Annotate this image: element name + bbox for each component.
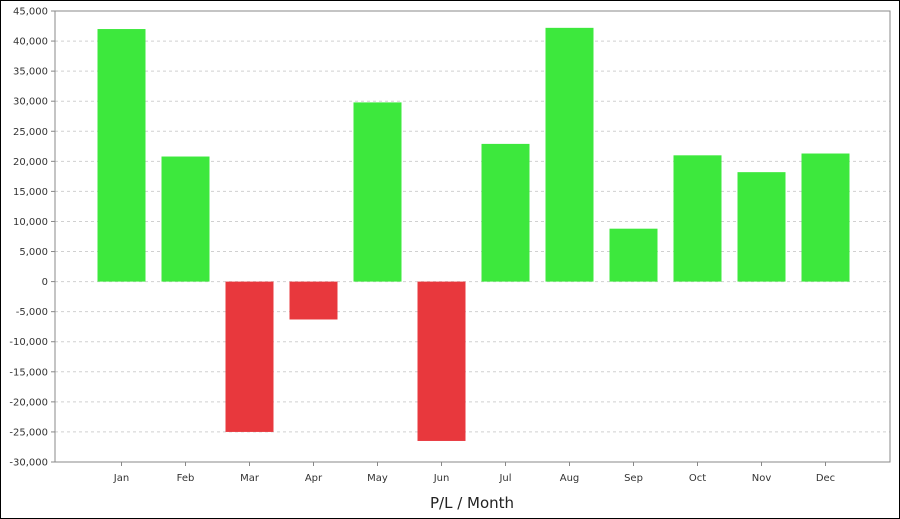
bar-may [353, 102, 402, 282]
bar-jul [481, 143, 530, 282]
bar-oct [673, 155, 722, 282]
x-tick-label-sep: Sep [624, 473, 643, 484]
x-tick-label-dec: Dec [816, 473, 835, 484]
x-tick-label-aug: Aug [560, 473, 580, 484]
y-tick-label: 25,000 [13, 127, 48, 138]
y-tick-label: 0 [42, 277, 48, 288]
y-tick-label: 15,000 [13, 187, 48, 198]
x-tick-label-feb: Feb [177, 473, 195, 484]
y-tick-label: 35,000 [13, 67, 48, 78]
x-tick-label-nov: Nov [752, 473, 772, 484]
x-tick-label-may: May [367, 473, 388, 484]
y-tick-label: -10,000 [9, 337, 48, 348]
x-tick-label-jun: Jun [433, 473, 450, 484]
y-tick-label: -5,000 [16, 307, 48, 318]
y-tick-label: 40,000 [13, 37, 48, 48]
bar-dec [801, 153, 850, 282]
y-tick-label: -15,000 [9, 367, 48, 378]
bar-apr [289, 281, 338, 320]
y-tick-label: 45,000 [13, 7, 48, 18]
x-tick-label-mar: Mar [240, 473, 260, 484]
bar-nov [737, 172, 786, 282]
y-tick-label: -30,000 [9, 458, 48, 469]
y-tick-label: 10,000 [13, 217, 48, 228]
y-tick-labels: -30,000 -25,000 -20,000 -15,000 -10,000 -5,00… [9, 7, 48, 469]
bar-sep [609, 228, 658, 282]
y-tick-label: -25,000 [9, 427, 48, 438]
x-tick-label-jul: Jul [498, 473, 511, 484]
x-tick-labels: Jan Feb Mar Apr May Jun Jul Aug Sep Oct Nov Dec [113, 473, 835, 484]
x-tick-label-jan: Jan [113, 473, 129, 484]
bar-jan [97, 29, 146, 282]
x-tick-label-apr: Apr [305, 473, 323, 484]
y-tick-label: 5,000 [19, 247, 48, 258]
bar-feb [161, 156, 210, 282]
bar-mar [225, 281, 274, 432]
bar-aug [545, 27, 594, 282]
y-tick-label: -20,000 [9, 397, 48, 408]
axes [51, 10, 891, 466]
plot-border [54, 10, 891, 463]
y-tick-label: 30,000 [13, 97, 48, 108]
x-tick-label-oct: Oct [689, 473, 706, 484]
y-tick-label: 20,000 [13, 157, 48, 168]
x-axis-title: P/L / Month [430, 494, 514, 512]
bar-jun [417, 281, 466, 441]
bars [97, 27, 850, 441]
